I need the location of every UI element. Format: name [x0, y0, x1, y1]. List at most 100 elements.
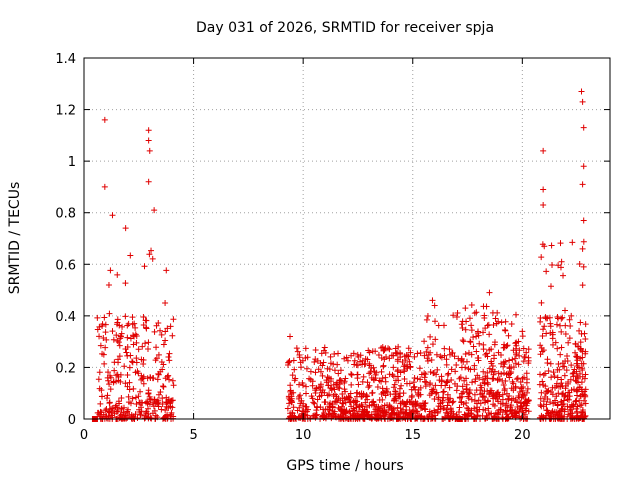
data-point: [541, 243, 548, 250]
data-point: [100, 334, 107, 341]
data-point: [389, 371, 396, 378]
data-point: [102, 407, 109, 414]
data-point: [379, 385, 386, 392]
data-point: [104, 395, 111, 402]
data-point: [578, 401, 585, 408]
data-point: [540, 398, 547, 405]
data-point: [468, 407, 475, 414]
data-point: [148, 247, 155, 254]
data-point: [101, 183, 108, 190]
data-point: [432, 336, 439, 343]
data-point: [376, 407, 383, 414]
data-point: [396, 385, 403, 392]
data-point: [157, 327, 164, 334]
data-point: [537, 342, 544, 349]
data-point: [114, 271, 121, 278]
data-point: [347, 390, 354, 397]
data-point: [390, 384, 397, 391]
data-point: [432, 382, 439, 389]
data-point: [429, 297, 436, 304]
data-point: [434, 366, 441, 373]
data-point: [406, 380, 413, 387]
data-point: [561, 363, 568, 370]
data-point: [484, 388, 491, 395]
data-point: [468, 351, 475, 358]
data-point: [543, 268, 550, 275]
data-point: [538, 389, 545, 396]
data-point: [458, 364, 465, 371]
data-point: [312, 369, 319, 376]
data-point: [113, 332, 120, 339]
data-point: [467, 338, 474, 345]
data-point: [549, 391, 556, 398]
data-point: [391, 381, 398, 388]
data-point: [466, 315, 473, 322]
data-point: [484, 369, 491, 376]
data-point: [287, 387, 294, 394]
data-point: [350, 412, 357, 419]
data-point: [160, 383, 167, 390]
data-point: [319, 362, 326, 369]
data-point: [309, 382, 316, 389]
data-point: [458, 321, 465, 328]
data-point: [574, 362, 581, 369]
data-point: [314, 357, 321, 364]
data-point: [378, 355, 385, 362]
data-point: [488, 346, 495, 353]
data-point: [479, 412, 486, 419]
data-point: [494, 411, 501, 418]
data-point: [488, 358, 495, 365]
data-point: [411, 353, 418, 360]
data-point: [126, 411, 133, 418]
data-point: [402, 409, 409, 416]
data-point: [523, 389, 530, 396]
data-point: [496, 393, 503, 400]
data-point: [130, 385, 137, 392]
data-point: [360, 373, 367, 380]
data-point: [162, 407, 169, 414]
data-point: [476, 406, 483, 413]
data-point: [468, 396, 475, 403]
data-point: [574, 353, 581, 360]
data-point: [291, 366, 298, 373]
data-point: [416, 365, 423, 372]
data-point: [423, 379, 430, 386]
data-point: [498, 371, 505, 378]
data-point: [414, 375, 421, 382]
data-point: [410, 379, 417, 386]
data-point: [453, 361, 460, 368]
data-point: [351, 361, 358, 368]
data-point: [405, 345, 412, 352]
data-point: [508, 385, 515, 392]
data-point: [295, 395, 302, 402]
data-point: [329, 404, 336, 411]
data-point: [355, 381, 362, 388]
data-point: [516, 352, 523, 359]
data-point: [386, 371, 393, 378]
data-point: [450, 312, 457, 319]
data-point: [110, 378, 117, 385]
data-point: [543, 407, 550, 414]
data-point: [491, 341, 498, 348]
data-point: [423, 348, 430, 355]
data-point: [106, 400, 113, 407]
data-point: [290, 404, 297, 411]
data-point: [450, 398, 457, 405]
data-point: [115, 339, 122, 346]
data-point: [404, 398, 411, 405]
data-point: [394, 373, 401, 380]
data-point: [159, 395, 166, 402]
data-point: [366, 349, 373, 356]
data-point: [392, 390, 399, 397]
data-point: [466, 390, 473, 397]
data-point: [303, 383, 310, 390]
data-point: [523, 370, 530, 377]
data-point: [398, 408, 405, 415]
data-point: [127, 252, 134, 259]
data-point: [393, 350, 400, 357]
data-point: [378, 403, 385, 410]
data-point: [96, 333, 103, 340]
data-point: [425, 351, 432, 358]
data-point: [364, 379, 371, 386]
data-point: [297, 392, 304, 399]
